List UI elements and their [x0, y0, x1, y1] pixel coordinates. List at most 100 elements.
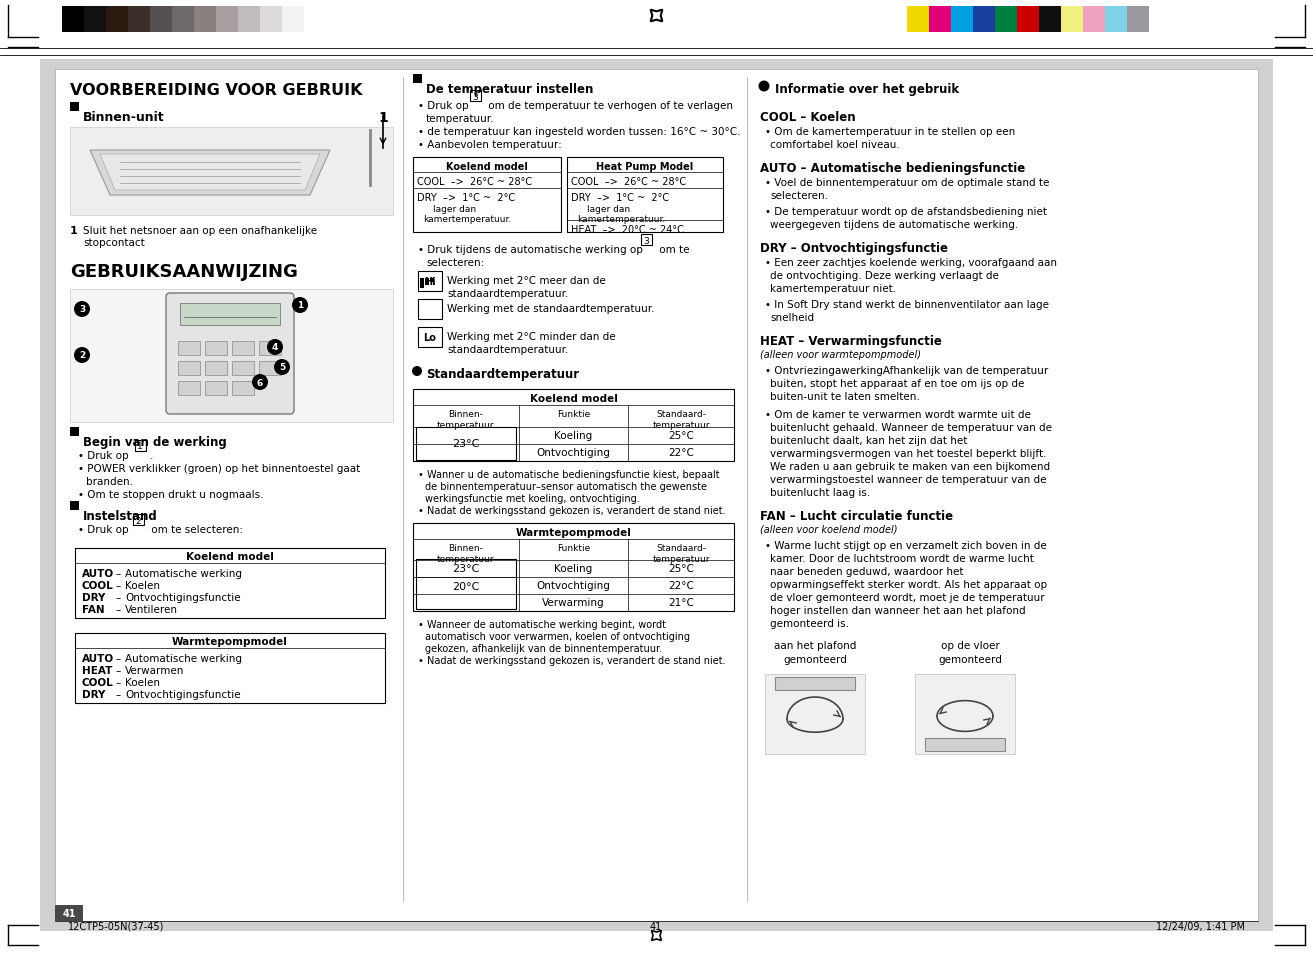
- Text: 22°C: 22°C: [668, 448, 695, 457]
- Bar: [418, 272, 442, 292]
- Text: 4: 4: [272, 343, 278, 352]
- Bar: [1039, 7, 1061, 33]
- Text: automatisch voor verwarmen, koelen of ontvochtiging: automatisch voor verwarmen, koelen of on…: [425, 631, 691, 641]
- Bar: [1061, 7, 1083, 33]
- Circle shape: [74, 302, 91, 317]
- Text: stopcontact: stopcontact: [83, 237, 144, 248]
- Text: Binnen-
temperatuur: Binnen- temperatuur: [437, 543, 495, 563]
- Text: selecteren.: selecteren.: [769, 191, 829, 201]
- Text: –: –: [116, 568, 121, 578]
- Bar: [765, 675, 865, 754]
- Text: AUTO: AUTO: [81, 568, 114, 578]
- Bar: [180, 304, 280, 326]
- Bar: [70, 128, 393, 215]
- Text: DRY: DRY: [81, 689, 105, 700]
- Bar: [179, 361, 200, 375]
- Text: Binnen-unit: Binnen-unit: [83, 111, 164, 124]
- Text: Werking met 2°C meer dan de
standaardtemperatuur.: Werking met 2°C meer dan de standaardtem…: [446, 275, 605, 298]
- Text: HEAT: HEAT: [81, 665, 113, 676]
- Text: AUTO: AUTO: [81, 654, 114, 663]
- Text: kamertemperatuur.: kamertemperatuur.: [423, 214, 511, 224]
- Text: hoger instellen dan wanneer het aan het plafond: hoger instellen dan wanneer het aan het …: [769, 605, 1025, 616]
- Bar: [75, 548, 385, 618]
- Text: • Om te stoppen drukt u nogmaals.: • Om te stoppen drukt u nogmaals.: [77, 490, 264, 499]
- Text: lager dan: lager dan: [433, 205, 477, 213]
- Text: buiten-unit te laten smelten.: buiten-unit te laten smelten.: [769, 392, 919, 401]
- Text: Binnen-
temperatuur: Binnen- temperatuur: [437, 410, 495, 430]
- Text: Sluit het netsnoer aan op een onafhankelijke: Sluit het netsnoer aan op een onafhankel…: [83, 226, 318, 235]
- Text: comfortabel koel niveau.: comfortabel koel niveau.: [769, 140, 899, 150]
- Circle shape: [291, 297, 309, 314]
- Text: • Aanbevolen temperatuur:: • Aanbevolen temperatuur:: [418, 140, 562, 150]
- Text: HEAT  –>  20°C ~ 24°C: HEAT –> 20°C ~ 24°C: [571, 225, 684, 234]
- Text: Instelstand: Instelstand: [83, 510, 158, 522]
- Text: COOL  –>  26°C ~ 28°C: COOL –> 26°C ~ 28°C: [571, 177, 687, 187]
- Bar: [133, 515, 144, 525]
- Polygon shape: [100, 154, 320, 191]
- Text: AUTO – Automatische bedieningsfunctie: AUTO – Automatische bedieningsfunctie: [760, 162, 1025, 174]
- Text: om te selecteren:: om te selecteren:: [148, 524, 243, 535]
- Text: Werking met 2°C minder dan de
standaardtemperatuur.: Werking met 2°C minder dan de standaardt…: [446, 332, 616, 355]
- Text: Verwarming: Verwarming: [542, 598, 605, 607]
- Text: COOL: COOL: [81, 580, 114, 590]
- Text: Koelend model: Koelend model: [446, 162, 528, 172]
- Text: Heat Pump Model: Heat Pump Model: [596, 162, 693, 172]
- Text: –: –: [116, 580, 121, 590]
- Text: DRY  –>  1°C ~  2°C: DRY –> 1°C ~ 2°C: [571, 193, 670, 203]
- Bar: [995, 7, 1018, 33]
- Bar: [951, 7, 973, 33]
- Text: • Nadat de werkingsstand gekozen is, verandert de stand niet.: • Nadat de werkingsstand gekozen is, ver…: [418, 656, 726, 665]
- Text: Koelend model: Koelend model: [186, 552, 274, 561]
- Text: –: –: [116, 689, 121, 700]
- Bar: [414, 390, 734, 461]
- Text: aan het plafond: aan het plafond: [773, 640, 856, 650]
- Text: FAN – Lucht circulatie functie: FAN – Lucht circulatie functie: [760, 510, 953, 522]
- Bar: [973, 7, 995, 33]
- Bar: [70, 103, 79, 112]
- Circle shape: [274, 359, 290, 375]
- Text: Ventileren: Ventileren: [125, 604, 179, 615]
- Text: Warmtepompmodel: Warmtepompmodel: [172, 637, 288, 646]
- Bar: [259, 341, 281, 355]
- Bar: [420, 278, 424, 289]
- Polygon shape: [91, 151, 330, 195]
- Bar: [106, 7, 127, 33]
- Text: gemonteerd: gemonteerd: [937, 655, 1002, 664]
- Text: werkingsfunctie met koeling, ontvochtiging.: werkingsfunctie met koeling, ontvochtigi…: [425, 494, 639, 503]
- Text: HEAT – Verwarmingsfunctie: HEAT – Verwarmingsfunctie: [760, 335, 941, 348]
- Circle shape: [267, 339, 284, 355]
- Text: • Een zeer zachtjes koelende werking, voorafgaand aan: • Een zeer zachtjes koelende werking, vo…: [765, 257, 1057, 268]
- Bar: [416, 428, 516, 460]
- Text: • In Soft Dry stand werkt de binnenventilator aan lage: • In Soft Dry stand werkt de binnenventi…: [765, 299, 1049, 310]
- Text: COOL  –>  26°C ~ 28°C: COOL –> 26°C ~ 28°C: [418, 177, 532, 187]
- Text: • Druk op: • Druk op: [418, 101, 469, 111]
- Text: We raden u aan gebruik te maken van een bijkomend: We raden u aan gebruik te maken van een …: [769, 461, 1050, 472]
- Bar: [179, 381, 200, 395]
- Bar: [70, 290, 393, 422]
- Text: • Nadat de werkingsstand gekozen is, verandert de stand niet.: • Nadat de werkingsstand gekozen is, ver…: [418, 505, 726, 516]
- Text: opwarmingseffekt sterker wordt. Als het apparaat op: opwarmingseffekt sterker wordt. Als het …: [769, 579, 1048, 589]
- Bar: [232, 361, 253, 375]
- Text: de ontvochtiging. Deze werking verlaagt de: de ontvochtiging. Deze werking verlaagt …: [769, 271, 999, 281]
- Text: • Druk tijdens de automatische werking op: • Druk tijdens de automatische werking o…: [418, 245, 643, 254]
- Bar: [425, 278, 429, 286]
- Bar: [1083, 7, 1106, 33]
- Text: • Druk op: • Druk op: [77, 524, 129, 535]
- Text: kamer. Door de luchtstroom wordt de warme lucht: kamer. Door de luchtstroom wordt de warm…: [769, 554, 1033, 563]
- Text: • Warme lucht stijgt op en verzamelt zich boven in de: • Warme lucht stijgt op en verzamelt zic…: [765, 540, 1046, 551]
- Text: .: .: [150, 451, 154, 460]
- Text: buitenlucht laag is.: buitenlucht laag is.: [769, 488, 871, 497]
- Text: –: –: [116, 604, 121, 615]
- Text: –: –: [116, 654, 121, 663]
- Text: snelheid: snelheid: [769, 313, 814, 323]
- Bar: [1018, 7, 1039, 33]
- Text: 23°C: 23°C: [452, 563, 479, 574]
- Text: 22°C: 22°C: [668, 580, 695, 590]
- Text: (alleen voor warmtepompmodel): (alleen voor warmtepompmodel): [760, 350, 920, 359]
- Text: –: –: [116, 678, 121, 687]
- Bar: [55, 905, 83, 921]
- Bar: [1127, 7, 1149, 33]
- Text: 23°C: 23°C: [452, 438, 479, 449]
- Circle shape: [412, 367, 421, 376]
- Text: kamertemperatuur niet.: kamertemperatuur niet.: [769, 284, 897, 294]
